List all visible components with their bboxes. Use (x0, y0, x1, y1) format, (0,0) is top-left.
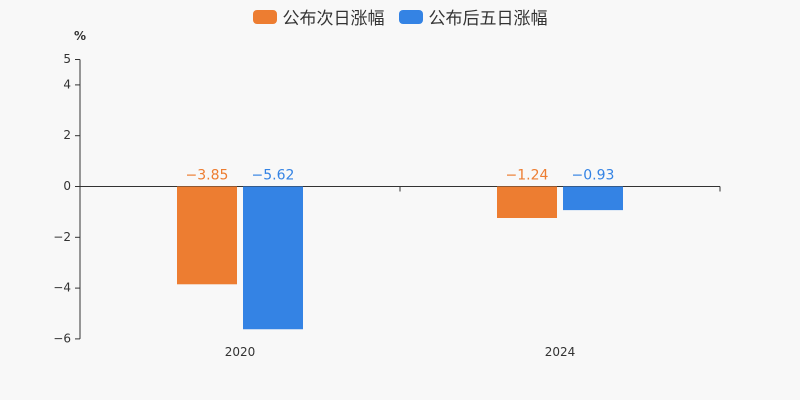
legend-swatch-five-day (398, 9, 423, 24)
x-tick-label: 2020 (225, 345, 256, 359)
legend-item-five-day[interactable]: 公布后五日涨幅 (398, 4, 548, 29)
y-tick-label: −4 (53, 281, 71, 295)
x-tick-label: 2024 (545, 345, 576, 359)
data-label: −1.24 (506, 168, 549, 184)
bar (497, 186, 557, 218)
bar (177, 186, 237, 285)
legend-label-five-day: 公布后五日涨幅 (428, 9, 548, 29)
y-tick-label: 5 (63, 52, 71, 66)
y-tick-label: −2 (53, 230, 71, 244)
legend-label-next-day: 公布次日涨幅 (282, 9, 385, 29)
chart-legend: 公布次日涨幅 公布后五日涨幅 (0, 4, 800, 29)
y-tick-label: 4 (63, 77, 71, 91)
legend-item-next-day[interactable]: 公布次日涨幅 (252, 4, 385, 29)
bar (243, 186, 303, 330)
y-tick-label: 0 (63, 179, 71, 193)
y-tick-label: 2 (63, 128, 71, 142)
y-tick-label: −6 (53, 331, 71, 345)
bar (563, 186, 623, 211)
legend-swatch-next-day (252, 9, 277, 24)
y-axis-unit: % (74, 29, 87, 43)
data-label: −3.85 (186, 168, 229, 184)
data-label: −5.62 (252, 168, 295, 184)
data-label: −0.93 (572, 168, 615, 184)
